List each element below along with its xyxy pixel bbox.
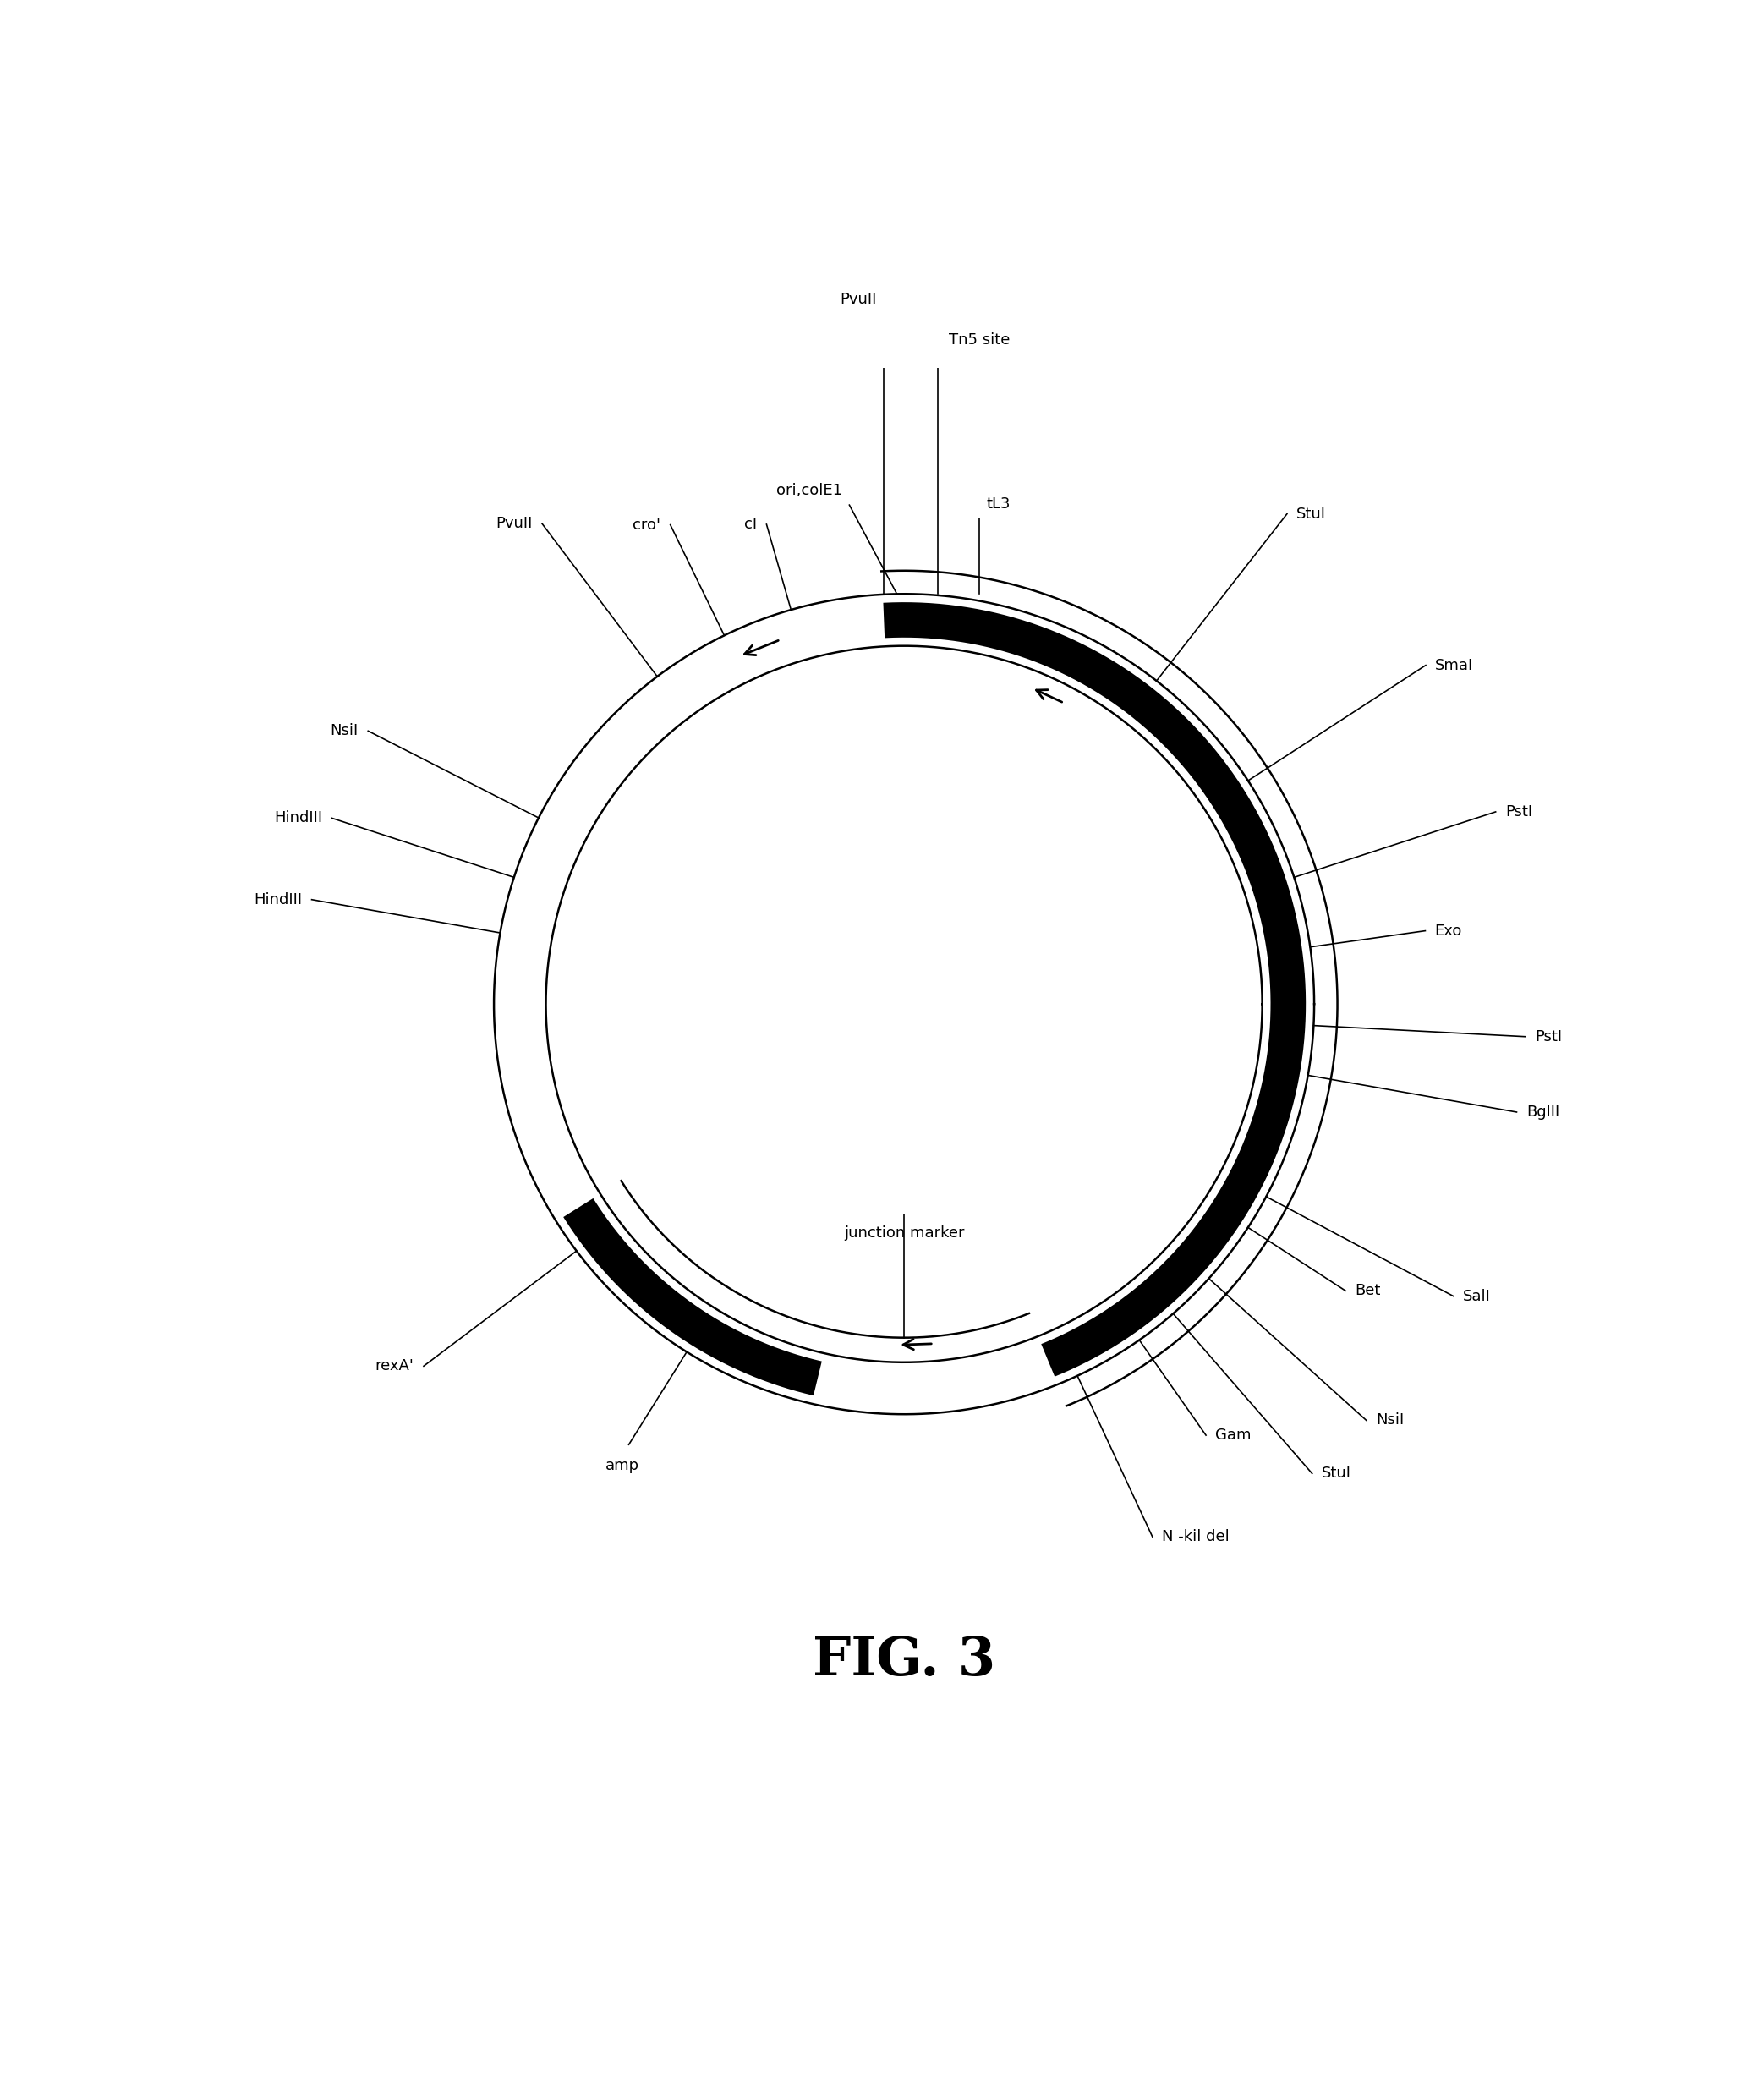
Text: Bet: Bet xyxy=(1355,1283,1381,1298)
Text: tL3: tL3 xyxy=(986,496,1011,512)
Text: N -kil del: N -kil del xyxy=(1162,1529,1230,1544)
Text: BglII: BglII xyxy=(1526,1104,1559,1121)
Text: cI: cI xyxy=(744,517,757,531)
Text: NsiI: NsiI xyxy=(330,723,358,739)
Text: HindIII: HindIII xyxy=(273,810,323,825)
Text: PstI: PstI xyxy=(1535,1029,1561,1044)
Text: PvuII: PvuII xyxy=(496,517,533,531)
Text: StuI: StuI xyxy=(1321,1466,1351,1481)
Text: HindIII: HindIII xyxy=(254,892,302,908)
Text: ori,colE1: ori,colE1 xyxy=(776,483,843,498)
Text: Exo: Exo xyxy=(1434,923,1462,939)
Text: PstI: PstI xyxy=(1505,804,1533,819)
Text: junction marker: junction marker xyxy=(843,1225,965,1241)
Text: cro': cro' xyxy=(633,517,662,533)
Text: Tn5 site: Tn5 site xyxy=(949,333,1011,348)
Text: NsiI: NsiI xyxy=(1376,1412,1404,1429)
Text: PvuII: PvuII xyxy=(840,292,877,306)
Text: SalI: SalI xyxy=(1462,1289,1491,1304)
Text: FIG. 3: FIG. 3 xyxy=(813,1635,995,1685)
Text: amp: amp xyxy=(605,1458,639,1473)
Text: StuI: StuI xyxy=(1297,506,1327,521)
Text: rexA': rexA' xyxy=(376,1358,415,1373)
Text: SmaI: SmaI xyxy=(1436,658,1473,673)
Text: Gam: Gam xyxy=(1215,1427,1251,1444)
